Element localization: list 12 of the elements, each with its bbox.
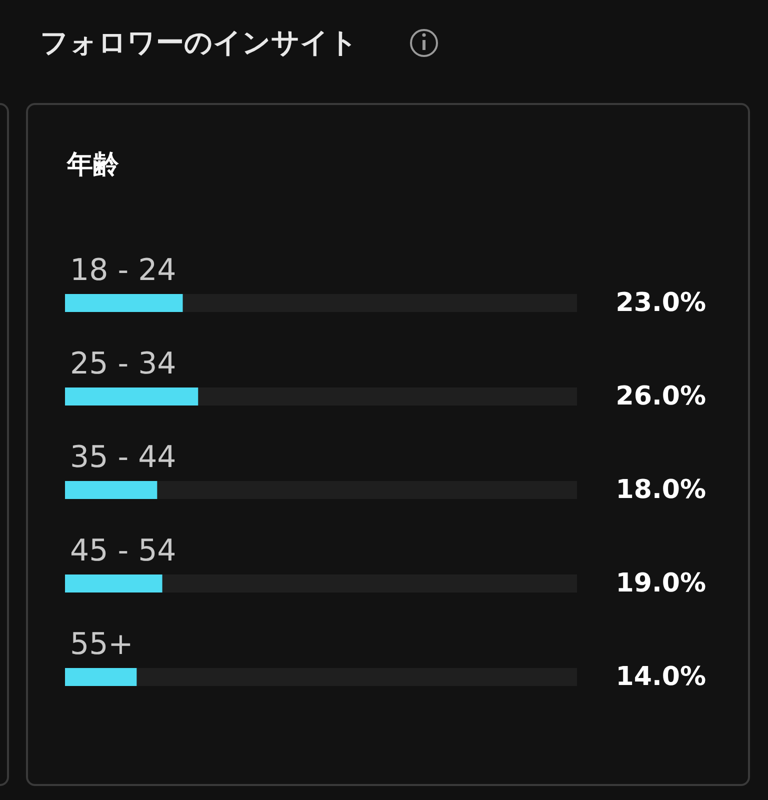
- data-label: 18.0%: [616, 475, 706, 505]
- y-tick-label: 35 - 44: [70, 440, 176, 475]
- y-tick-label: 25 - 34: [70, 346, 176, 382]
- data-label: 19.0%: [616, 568, 706, 598]
- y-tick-label: 45 - 54: [70, 534, 176, 568]
- chart-subtitle: 年齢: [66, 150, 120, 180]
- data-label: 14.0%: [616, 662, 706, 692]
- chart-title: フォロワーのインサイト: [40, 26, 358, 59]
- y-tick-label: 55+: [70, 627, 134, 662]
- data-label: 26.0%: [616, 382, 706, 412]
- y-tick-label: 18 - 24: [70, 253, 176, 288]
- data-label: 23.0%: [616, 288, 706, 318]
